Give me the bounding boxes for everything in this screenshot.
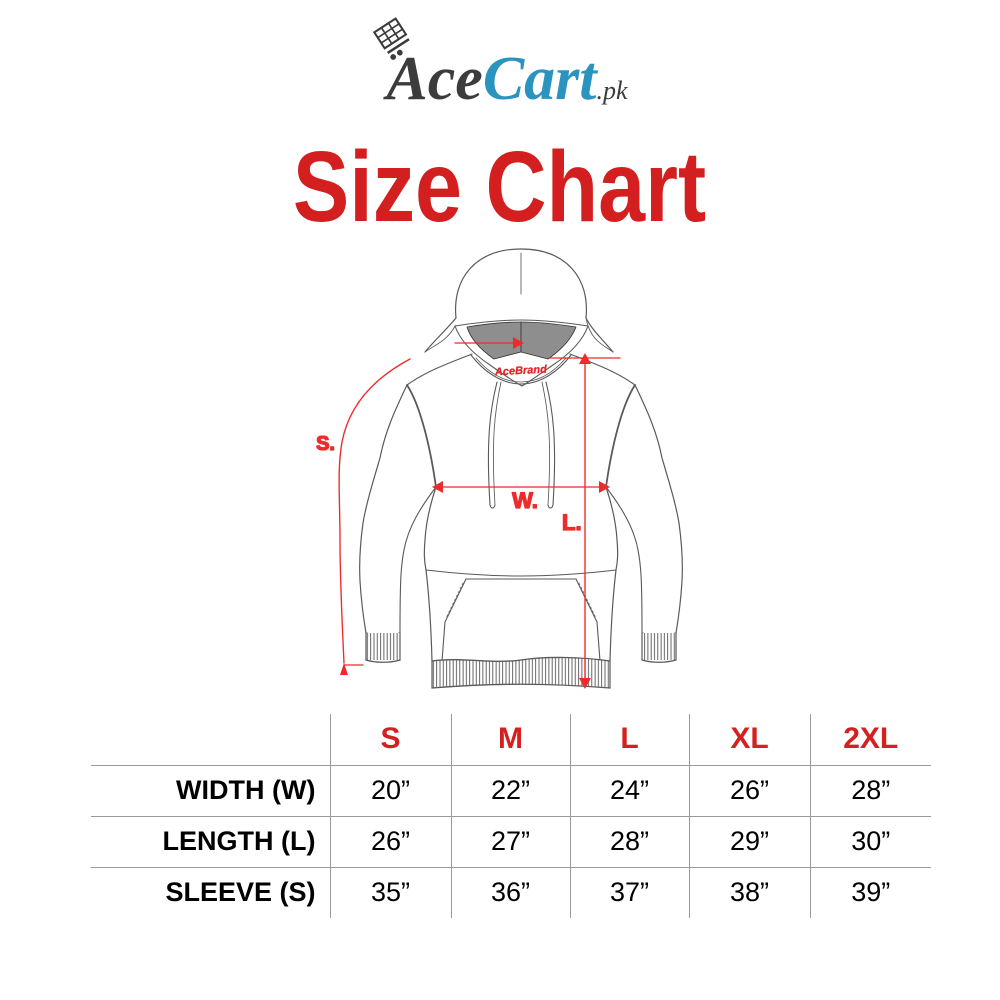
- svg-text:L.: L.: [562, 510, 582, 535]
- svg-text:AceBrand: AceBrand: [494, 364, 548, 379]
- svg-text:S.: S.: [316, 433, 335, 455]
- svg-text:W.: W.: [512, 488, 538, 513]
